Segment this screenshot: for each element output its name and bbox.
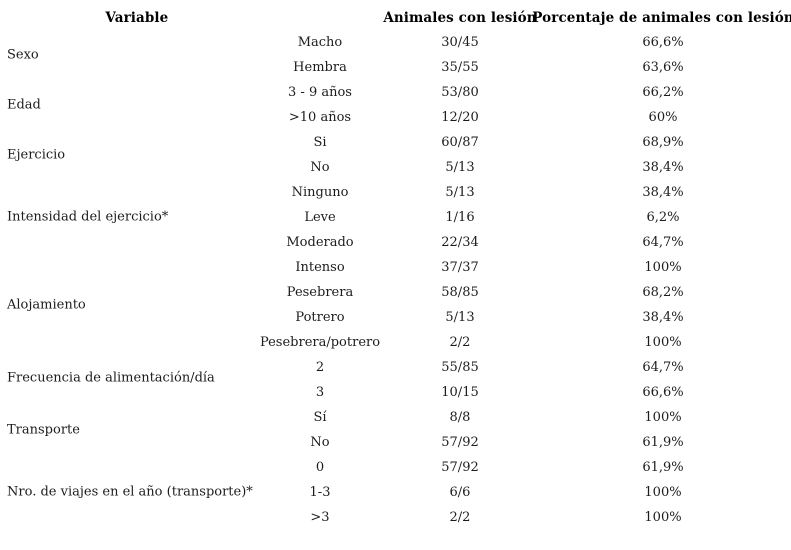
lesion-count-cell: 35/55 (441, 60, 479, 75)
category-cell: Moderado (286, 235, 354, 250)
category-cell: Leve (304, 210, 336, 225)
category-cell: Macho (297, 35, 343, 50)
lesion-count-cell: 8/8 (449, 410, 471, 425)
percentage-cell: 64,7% (642, 235, 684, 250)
percentage-cell: 66,6% (642, 35, 684, 50)
lesion-count-cell: 2/2 (449, 510, 471, 525)
category-cell: 3 - 9 años (288, 85, 352, 100)
category-cell: Si (313, 135, 327, 150)
category-cell: 3 (315, 385, 325, 400)
variable-label-sexo: Sexo (7, 47, 39, 63)
percentage-cell: 6,2% (646, 210, 680, 225)
category-cell: 1-3 (309, 485, 331, 500)
lesion-column-header: Animales con lesión (383, 9, 537, 26)
table-row: Leve 1/16 6,2% (0, 205, 791, 230)
category-cell: Ninguno (291, 185, 349, 200)
table-row: Hembra 35/55 63,6% (0, 55, 791, 80)
category-cell: No (310, 435, 330, 450)
table-row: Pesebrera/potrero 2/2 100% (0, 330, 791, 355)
lesion-count-cell: 12/20 (441, 110, 479, 125)
lesion-count-cell: 5/13 (445, 310, 475, 325)
table-row: Potrero 5/13 38,4% (0, 305, 791, 330)
table-row: Intenso 37/37 100% (0, 255, 791, 280)
table-row: Macho 30/45 66,6% (0, 30, 791, 55)
category-cell: Pesebrera (286, 285, 354, 300)
table-row: 3 - 9 años 53/80 66,2% (0, 80, 791, 105)
lesion-count-cell: 5/13 (445, 160, 475, 175)
percentage-cell: 38,4% (642, 160, 684, 175)
percentage-cell: 63,6% (642, 60, 684, 75)
category-cell: Potrero (295, 310, 345, 325)
table-row: 1-3 6/6 100% (0, 480, 791, 505)
percentage-cell: 100% (644, 335, 682, 350)
lesion-count-cell: 55/85 (441, 360, 479, 375)
category-cell: Sí (313, 410, 327, 425)
lesion-count-cell: 5/13 (445, 185, 475, 200)
variable-column-header: Variable (105, 9, 169, 26)
variable-label-transporte: Transporte (7, 422, 80, 438)
lesion-count-cell: 30/45 (441, 35, 479, 50)
category-cell: >3 (310, 510, 330, 525)
percentage-cell: 38,4% (642, 310, 684, 325)
lesion-count-cell: 22/34 (441, 235, 479, 250)
lesion-count-cell: 6/6 (449, 485, 471, 500)
lesion-count-cell: 53/80 (441, 85, 479, 100)
lesion-count-cell: 60/87 (441, 135, 479, 150)
percentage-cell: 38,4% (642, 185, 684, 200)
table-row: 2 55/85 64,7% (0, 355, 791, 380)
category-cell: 2 (315, 360, 325, 375)
percentage-cell: 68,2% (642, 285, 684, 300)
category-cell: No (310, 160, 330, 175)
percentage-cell: 60% (648, 110, 678, 125)
header-row: Variable Animales con lesión Porcentaje … (0, 5, 791, 30)
percentage-cell: 66,6% (642, 385, 684, 400)
variable-label-edad: Edad (7, 97, 41, 113)
percentage-column-header: Porcentaje de animales con lesión (532, 9, 791, 26)
percentage-cell: 100% (644, 410, 682, 425)
variable-label-alojamiento: Alojamiento (7, 297, 86, 313)
percentage-cell: 66,2% (642, 85, 684, 100)
table-row: Si 60/87 68,9% (0, 130, 791, 155)
table-row: 3 10/15 66,6% (0, 380, 791, 405)
lesion-count-cell: 2/2 (449, 335, 471, 350)
table-row: Sí 8/8 100% (0, 405, 791, 430)
percentage-cell: 61,9% (642, 460, 684, 475)
category-cell: Intenso (295, 260, 345, 275)
table-row: >3 2/2 100% (0, 505, 791, 530)
variable-label-frecuencia: Frecuencia de alimentación/día (7, 370, 215, 386)
table-row: Pesebrera 58/85 68,2% (0, 280, 791, 305)
lesion-count-cell: 57/92 (441, 435, 479, 450)
percentage-cell: 100% (644, 485, 682, 500)
percentage-cell: 68,9% (642, 135, 684, 150)
variable-label-intensidad: Intensidad del ejercicio* (7, 209, 169, 225)
table-row: Moderado 22/34 64,7% (0, 230, 791, 255)
lesion-count-cell: 58/85 (441, 285, 479, 300)
lesion-count-cell: 37/37 (441, 260, 479, 275)
percentage-cell: 100% (644, 510, 682, 525)
category-cell: Pesebrera/potrero (259, 335, 381, 350)
table-row: Ninguno 5/13 38,4% (0, 180, 791, 205)
variable-label-viajes: Nro. de viajes en el año (transporte)* (7, 484, 253, 500)
table-row: >10 años 12/20 60% (0, 105, 791, 130)
percentage-cell: 64,7% (642, 360, 684, 375)
category-cell: >10 años (288, 110, 352, 125)
percentage-cell: 100% (644, 260, 682, 275)
table-row: 0 57/92 61,9% (0, 455, 791, 480)
category-cell: 0 (315, 460, 325, 475)
variable-label-ejercicio: Ejercicio (7, 147, 66, 163)
lesion-count-cell: 1/16 (445, 210, 475, 225)
percentage-cell: 61,9% (642, 435, 684, 450)
table-row: No 57/92 61,9% (0, 430, 791, 455)
table-row: No 5/13 38,4% (0, 155, 791, 180)
lesion-count-cell: 10/15 (441, 385, 479, 400)
category-column-header-empty (260, 5, 385, 30)
lesion-count-cell: 57/92 (441, 460, 479, 475)
category-cell: Hembra (293, 60, 347, 75)
